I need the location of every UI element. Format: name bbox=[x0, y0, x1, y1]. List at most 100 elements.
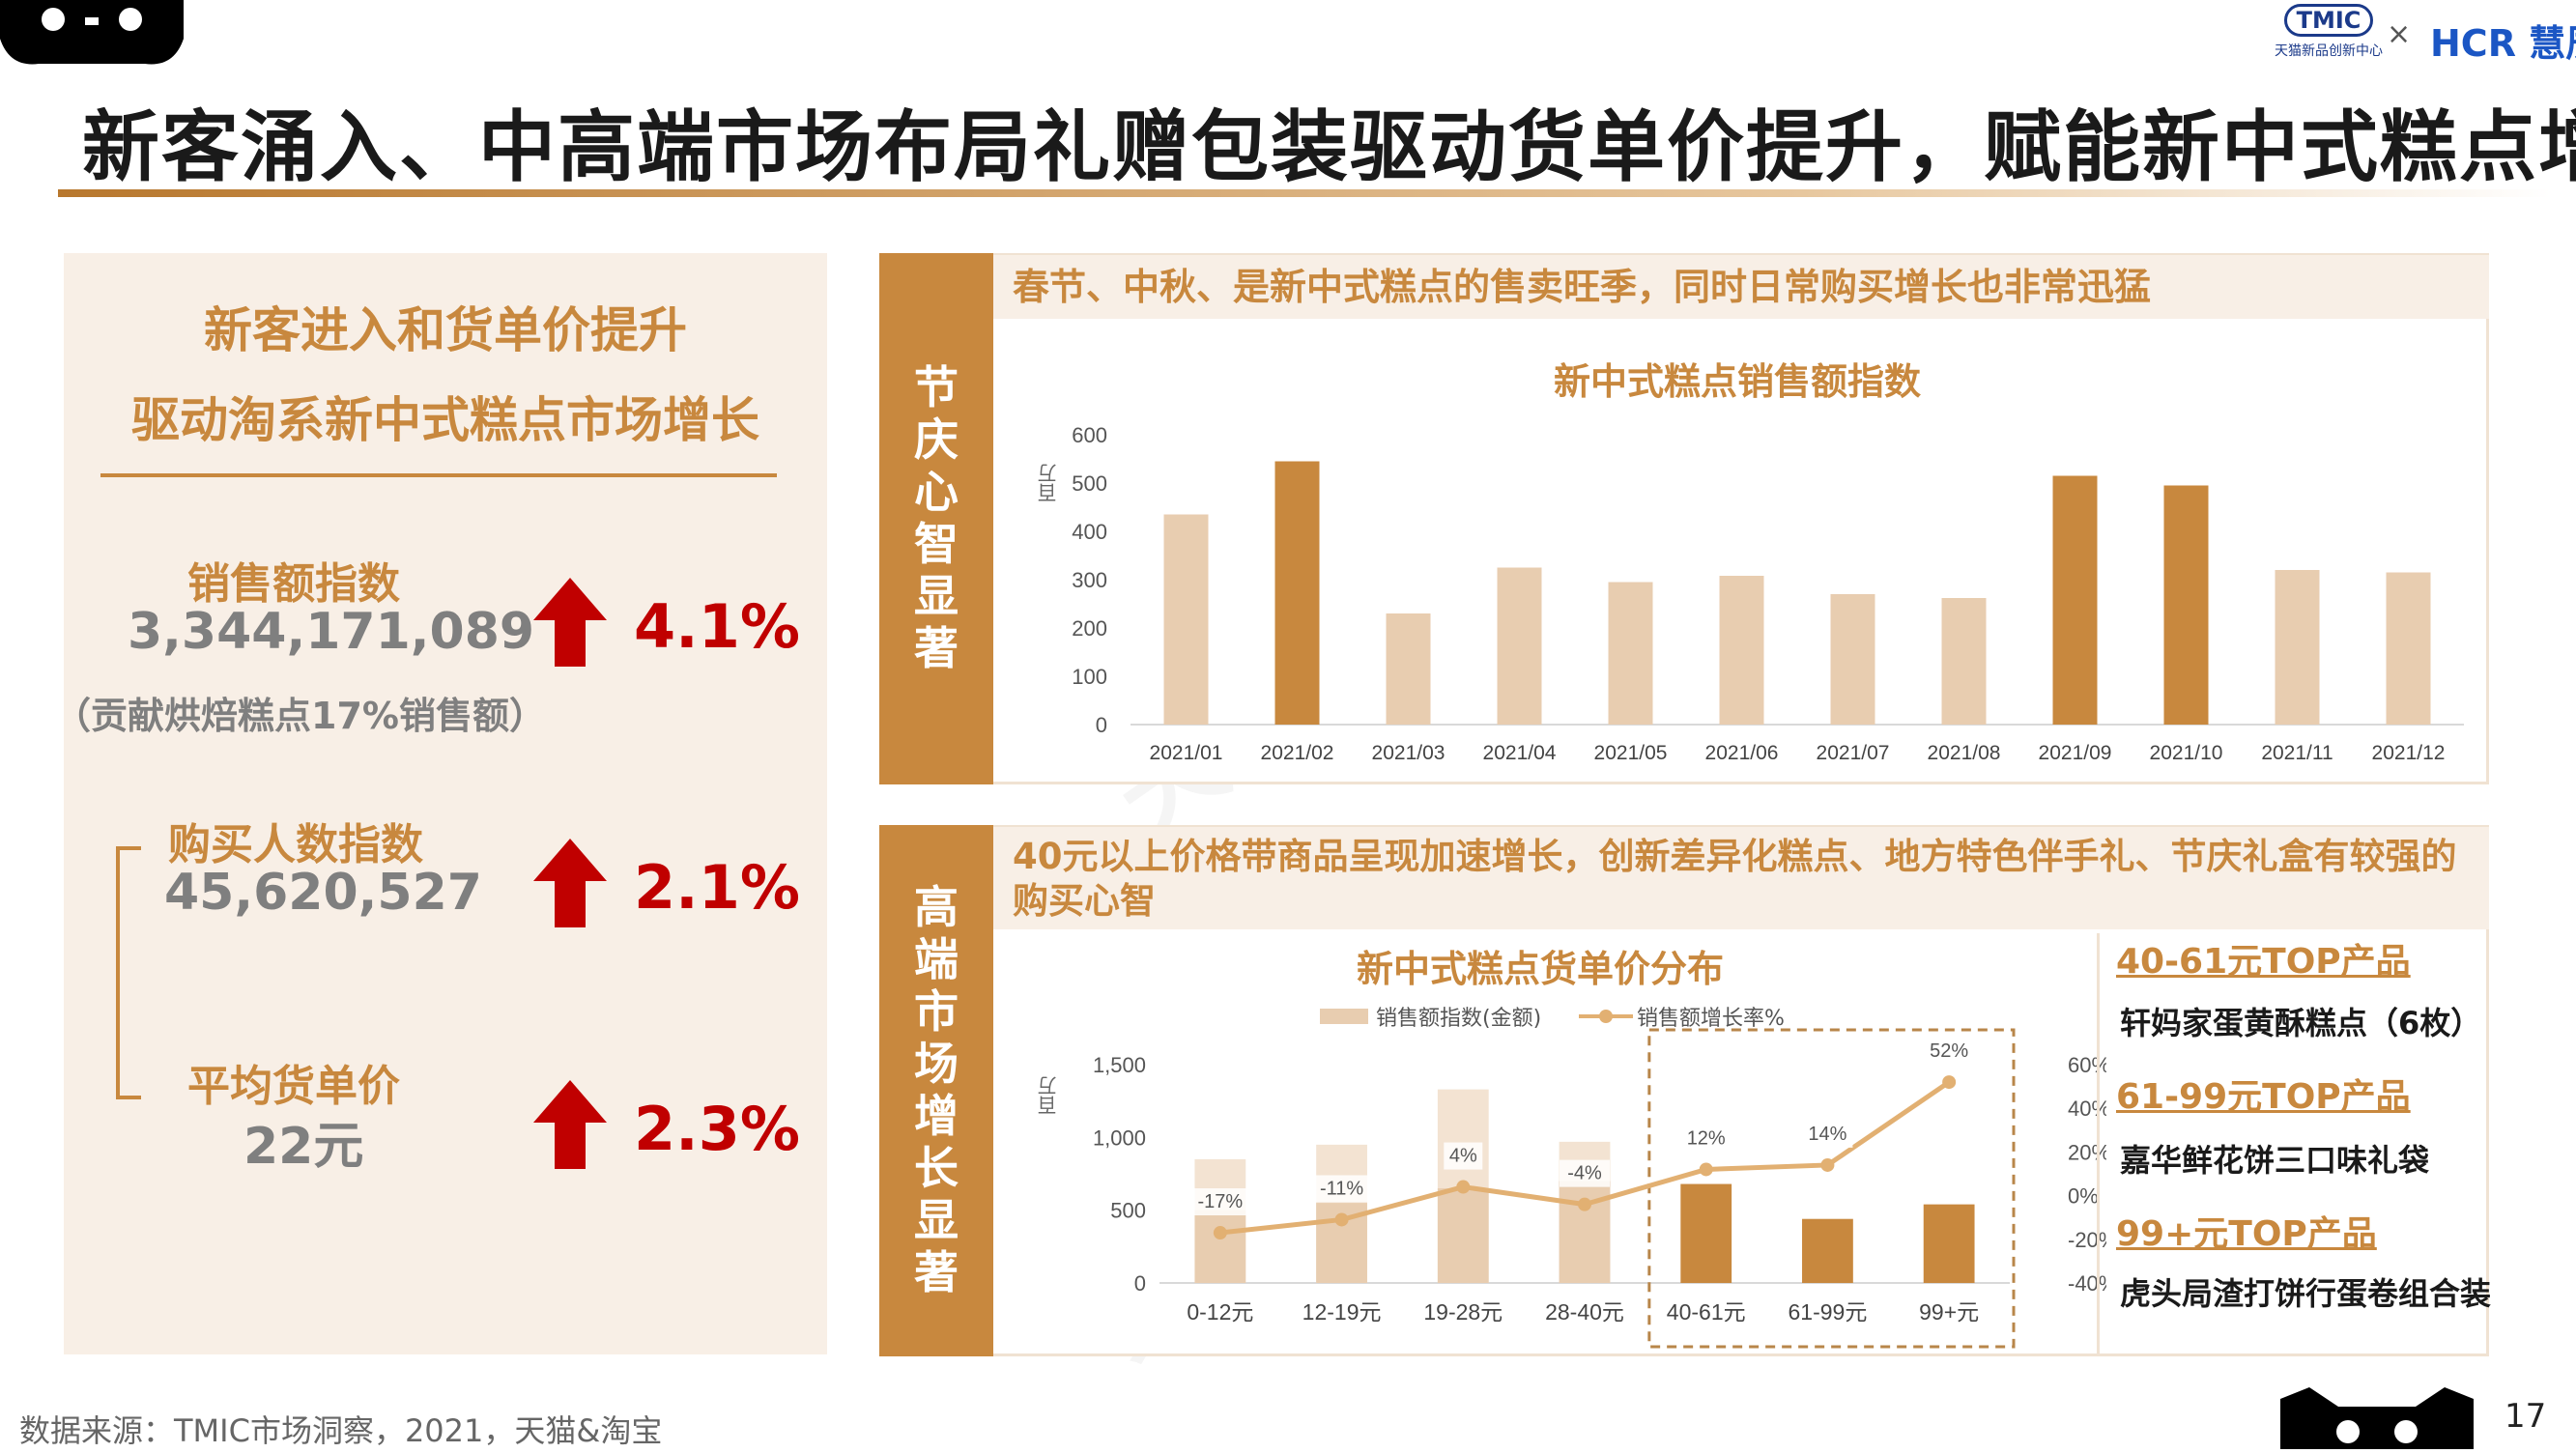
bracket bbox=[116, 846, 141, 1099]
metric-label-price: 平均货单价 bbox=[187, 1062, 400, 1111]
title-underline bbox=[58, 189, 2551, 197]
metric-value-price: 22元 bbox=[243, 1118, 364, 1176]
x-tick-label: 19-28元 bbox=[1423, 1299, 1503, 1325]
metric-pct-price: 2.3% bbox=[634, 1094, 800, 1164]
up-arrow-icon bbox=[533, 839, 607, 931]
x-tick-label: 40-61元 bbox=[1667, 1299, 1746, 1325]
y-tick-label: 600 bbox=[1072, 423, 1107, 447]
metric-label-sales: 销售额指数 bbox=[187, 559, 400, 609]
data-label-bg bbox=[1444, 1142, 1483, 1170]
left-divider bbox=[100, 473, 777, 477]
data-label-bg bbox=[1802, 1120, 1853, 1148]
bar bbox=[1386, 613, 1431, 725]
data-label: -17% bbox=[1198, 1191, 1244, 1212]
left-heading-1: 新客进入和货单价提升 bbox=[204, 302, 687, 358]
bar bbox=[2052, 475, 2098, 725]
x-tick-label: 28-40元 bbox=[1545, 1299, 1624, 1325]
bottom-side-bar bbox=[879, 825, 993, 1356]
y-tick-label: 400 bbox=[1072, 520, 1107, 544]
x-tick-label: 2021/05 bbox=[1594, 742, 1668, 764]
bar bbox=[1830, 594, 1875, 725]
growth-point bbox=[1334, 1212, 1349, 1227]
y-right-tick-label: 40% bbox=[2068, 1097, 2106, 1121]
y-right-tick-label: -40% bbox=[2068, 1271, 2106, 1296]
top-product-3: 虎头局渣打饼行蛋卷组合装 bbox=[2120, 1275, 2492, 1312]
y-tick-label: 0 bbox=[1096, 713, 1107, 737]
growth-point bbox=[1942, 1075, 1957, 1090]
logo-cross: × bbox=[2387, 17, 2412, 51]
tmic-logo-text: TMIC bbox=[2283, 4, 2374, 37]
x-tick-label: 2021/12 bbox=[2372, 742, 2446, 764]
bottom-side-label: 高端市场增长显著 bbox=[914, 881, 959, 1298]
y-left-tick-label: 0 bbox=[1134, 1271, 1146, 1296]
metric-value-sales: 3,344,171,089 bbox=[128, 603, 535, 661]
tmic-logo: TMIC 天猫新品创新中心 bbox=[2271, 4, 2387, 64]
top-side-label: 节庆心智显著 bbox=[914, 361, 959, 674]
top-range-link-1[interactable]: 40-61元TOP产品 bbox=[2116, 942, 2411, 982]
x-tick-label: 12-19元 bbox=[1302, 1299, 1382, 1325]
page-title: 新客涌入、中高端市场布局礼赠包装驱动货单价提升，赋能新中式糕点增长 bbox=[82, 102, 2576, 192]
data-label: -11% bbox=[1320, 1178, 1363, 1199]
y-tick-label: 100 bbox=[1072, 665, 1107, 689]
legend-line-dot bbox=[1599, 1010, 1613, 1023]
top-product-1: 轩妈家蛋黄酥糕点（6枚） bbox=[2120, 1005, 2482, 1041]
metric-pct-buyers: 2.1% bbox=[634, 852, 800, 923]
data-label: 52% bbox=[1930, 1040, 1968, 1062]
bar bbox=[1941, 598, 1987, 725]
metric-value-buyers: 45,620,527 bbox=[164, 864, 482, 922]
top-range-link-3[interactable]: 99+元TOP产品 bbox=[2116, 1214, 2377, 1254]
bar bbox=[2275, 570, 2320, 725]
metric-note: （贡献烘焙糕点17%销售额） bbox=[54, 695, 546, 737]
x-tick-label: 0-12元 bbox=[1187, 1299, 1253, 1325]
bar bbox=[1559, 1181, 1611, 1283]
x-tick-label: 2021/07 bbox=[1817, 742, 1890, 764]
x-tick-label: 2021/09 bbox=[2039, 742, 2112, 764]
x-tick-label: 2021/03 bbox=[1372, 742, 1445, 764]
legend-bar-label: 销售额指数(金额) bbox=[1376, 1007, 1542, 1031]
data-label-bg bbox=[1188, 1188, 1251, 1216]
tmall-cat-footer-logo bbox=[2280, 1387, 2474, 1453]
metric-pct-sales: 4.1% bbox=[634, 591, 800, 662]
data-label: 14% bbox=[1808, 1124, 1846, 1145]
top-range-link-2[interactable]: 61-99元TOP产品 bbox=[2116, 1077, 2411, 1117]
left-heading-2: 驱动淘系新中式糕点市场增长 bbox=[131, 392, 759, 448]
bar bbox=[2386, 572, 2431, 725]
x-tick-label: 2021/10 bbox=[2150, 742, 2223, 764]
x-tick-label: 2021/08 bbox=[1928, 742, 2001, 764]
bar bbox=[1194, 1210, 1246, 1283]
x-tick-label: 61-99元 bbox=[1789, 1299, 1868, 1325]
x-tick-label: 2021/06 bbox=[1705, 742, 1779, 764]
up-arrow-icon bbox=[533, 1080, 607, 1173]
data-label-bg bbox=[1560, 1159, 1610, 1187]
left-summary-panel: 新客进入和货单价提升 驱动淘系新中式糕点市场增长 销售额指数 3,344,171… bbox=[54, 253, 827, 1354]
top-product-2: 嘉华鲜花饼三口味礼袋 bbox=[2120, 1142, 2430, 1179]
y-right-tick-label: -20% bbox=[2068, 1228, 2106, 1252]
data-label: -4% bbox=[1567, 1163, 1602, 1184]
bar bbox=[1274, 461, 1320, 725]
bar bbox=[1497, 567, 1542, 725]
top-section bbox=[879, 253, 2489, 784]
hcr-logo: HCR 慧辰 bbox=[2430, 22, 2576, 65]
growth-point bbox=[1699, 1162, 1713, 1177]
top-bar-chart: 0 100 200 300 400 500 600 2021/01 2021/02 2021/03… bbox=[1072, 423, 2464, 764]
y-tick-label: 300 bbox=[1072, 568, 1107, 592]
y-tick-label: 200 bbox=[1072, 616, 1107, 641]
bar bbox=[1163, 514, 1209, 725]
metric-label-buyers: 购买人数指数 bbox=[168, 820, 423, 869]
bar bbox=[1608, 582, 1653, 725]
y-right-tick-label: 0% bbox=[2068, 1184, 2099, 1209]
growth-point bbox=[1213, 1226, 1227, 1240]
bar bbox=[1437, 1188, 1489, 1283]
bar bbox=[1802, 1218, 1853, 1283]
x-tick-label: 2021/02 bbox=[1261, 742, 1334, 764]
y-right-tick-label: 60% bbox=[2068, 1053, 2106, 1077]
data-label: 12% bbox=[1687, 1127, 1726, 1149]
data-source: 数据来源：TMIC市场洞察，2021，天猫&淘宝 bbox=[19, 1412, 663, 1449]
x-tick-label: 2021/01 bbox=[1150, 742, 1223, 764]
page-number: 17 bbox=[2504, 1397, 2547, 1436]
legend-bar-swatch bbox=[1320, 1009, 1368, 1024]
bar bbox=[1680, 1183, 1732, 1283]
top-products-divider bbox=[2097, 933, 2100, 1356]
y-tick-label: 500 bbox=[1072, 471, 1107, 496]
tmall-cat-logo bbox=[0, 0, 184, 68]
